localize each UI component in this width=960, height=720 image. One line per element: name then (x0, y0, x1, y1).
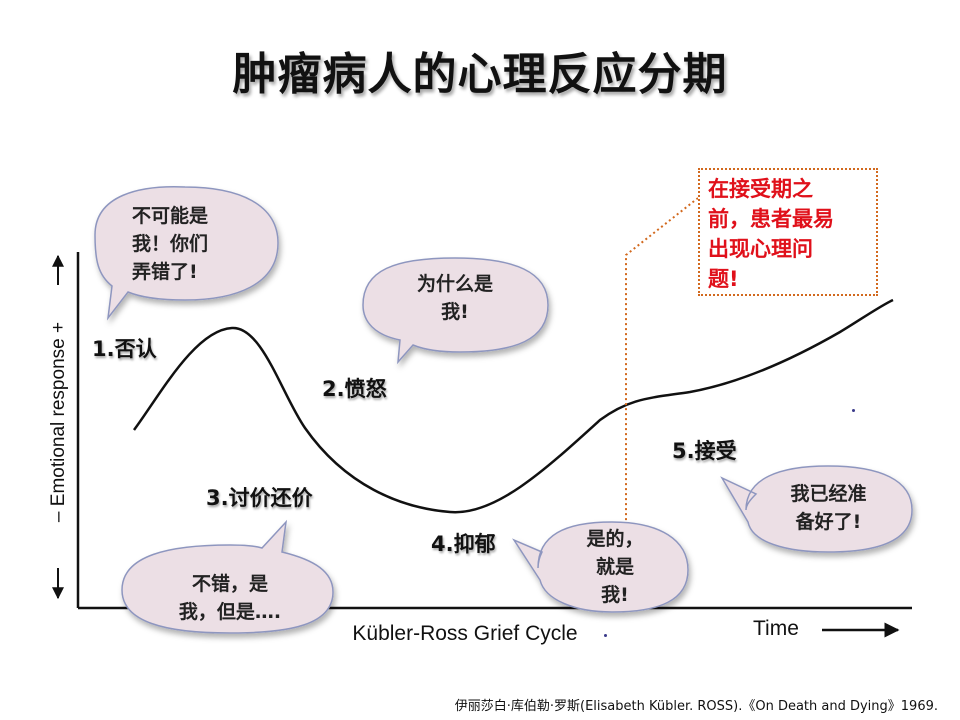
grief-curve (132, 298, 894, 514)
bubble-depression-text: 是的， 就是 我! (586, 528, 644, 606)
note-text: 在接受期之 前，患者最易 出现心理问 题! (708, 177, 834, 291)
decorative-dot (604, 634, 607, 637)
citation: 伊丽莎白·库伯勒·罗斯(Elisabeth Kübler. ROSS).《On … (454, 699, 938, 714)
stage-bargaining-label: 3.讨价还价 (206, 486, 313, 510)
stage-denial-label: 1.否认 (92, 337, 157, 361)
note-callout-line (625, 197, 699, 608)
bubble-anger (362, 257, 549, 365)
bubble-depression (512, 521, 689, 613)
y-axis-label: – Emotional response + (48, 321, 69, 523)
stage-depression-label: 4.抑郁 (431, 532, 496, 556)
decorative-dot (852, 409, 855, 412)
stage-anger-label: 2.愤怒 (322, 377, 387, 401)
bubble-acceptance (720, 465, 913, 553)
note-box: 在接受期之 前，患者最易 出现心理问 题! (698, 168, 878, 296)
bubble-anger-text: 为什么是 我! (416, 273, 493, 323)
stage-acceptance-label: 5.接受 (672, 439, 737, 463)
bubble-acceptance-text: 我已经准 备好了! (790, 483, 867, 533)
bubble-denial (94, 186, 279, 321)
x-axis-label: Kübler-Ross Grief Cycle (352, 622, 578, 645)
time-label: Time (753, 617, 799, 640)
bubble-bargaining (121, 519, 334, 634)
bubble-denial-text: 不可能是 我！你们 弄错了! (132, 205, 209, 283)
page-title: 肿瘤病人的心理反应分期 (232, 49, 728, 100)
bubble-bargaining-text: 不错，是 我，但是…. (178, 573, 282, 623)
